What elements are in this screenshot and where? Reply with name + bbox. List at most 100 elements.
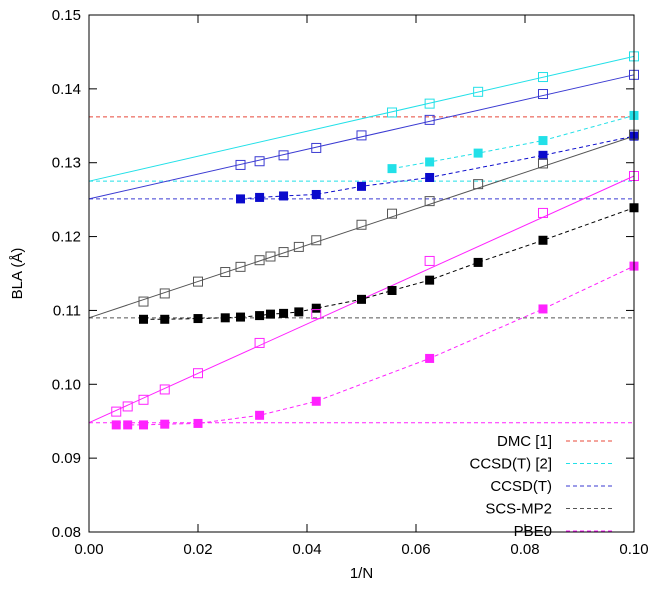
series-7-point-4: [193, 418, 203, 428]
legend-label-1: CCSD(T) [2]: [470, 456, 553, 473]
x-tick-label-4: 0.08: [510, 541, 539, 558]
x-axis-label: 1/N: [350, 565, 373, 582]
y-tick-label-5: 0.13: [52, 155, 81, 172]
x-tick-label-3: 0.06: [401, 541, 430, 558]
series-3-point-2: [279, 191, 289, 201]
plot-frame: [88, 14, 635, 533]
series-5-point-8: [294, 307, 304, 317]
series-4-point-7: [278, 247, 289, 258]
y-tick-label-1: 0.09: [52, 450, 81, 467]
series-1-point-0: [387, 164, 397, 174]
series-2-point-0: [235, 159, 246, 170]
series-7-point-1: [123, 420, 133, 430]
x-tick-label-0: 0.00: [74, 541, 103, 558]
series-4-point-12: [424, 196, 435, 207]
series-7-point-3: [160, 419, 170, 429]
series-5-point-0: [139, 314, 148, 324]
series-2-point-3: [311, 142, 322, 153]
series-4-point-3: [220, 267, 231, 278]
series-2-point-2: [278, 150, 289, 161]
series-4-point-13: [473, 179, 484, 190]
series-0-point-2: [473, 86, 484, 97]
series-7-point-2: [139, 420, 148, 430]
series-3-point-0: [236, 194, 246, 204]
series-5-point-6: [265, 309, 275, 319]
series-4-point-10: [356, 219, 367, 230]
y-tick-label-4: 0.12: [52, 229, 81, 246]
series-3-point-3: [311, 189, 321, 199]
series-5-point-5: [255, 311, 265, 321]
series-6-point-1: [122, 401, 133, 412]
series-6-point-2: [138, 394, 149, 405]
series-4-point-9: [311, 235, 322, 246]
series-2-point-1: [254, 156, 265, 167]
fit-line-4: [88, 135, 635, 319]
series-1-point-1: [425, 157, 435, 167]
series-6-point-0: [111, 406, 122, 417]
legend-label-2: CCSD(T): [490, 478, 552, 495]
series-4-point-5: [254, 255, 265, 266]
series-5-point-2: [193, 314, 203, 324]
legend-label-4: PBE0: [514, 523, 552, 540]
series-5-point-11: [387, 285, 397, 295]
series-4-point-4: [235, 261, 246, 272]
series-6-point-5: [254, 337, 265, 348]
series-4-point-1: [159, 288, 170, 299]
y-tick-label-7: 0.15: [52, 7, 81, 24]
series-5-point-14: [538, 235, 548, 245]
series-line-5: [143, 207, 635, 320]
series-5-point-10: [357, 294, 366, 304]
series-5-point-12: [425, 275, 435, 285]
series-2-point-4: [356, 130, 367, 141]
series-5-point-3: [220, 313, 230, 323]
series-3-point-4: [357, 181, 366, 191]
series-0-point-3: [537, 72, 548, 83]
y-tick-label-2: 0.10: [52, 376, 81, 393]
series-7-point-6: [311, 396, 321, 406]
fit-line-2: [88, 74, 635, 200]
series-7-point-7: [425, 353, 435, 363]
series-3-point-6: [538, 150, 548, 160]
x-tick-label-1: 0.02: [183, 541, 212, 558]
series-5-point-9: [311, 303, 321, 313]
y-tick-label-0: 0.08: [52, 524, 81, 541]
series-line-7: [116, 265, 635, 426]
series-6-point-8: [537, 207, 548, 218]
legend-label-3: SCS-MP2: [485, 501, 552, 518]
legend-label-0: DMC [1]: [497, 433, 552, 450]
series-7-point-0: [111, 420, 121, 430]
axes: 0.00 0.02 0.04 0.06 0.08 0.10 0.08 0.09 0.10 0.11…: [52, 7, 649, 558]
series-3-point-1: [255, 192, 265, 202]
series-6-point-4: [193, 368, 203, 379]
series-5-point-7: [279, 308, 289, 318]
series-7-point-8: [538, 304, 548, 314]
series-4-point-2: [193, 276, 203, 287]
series-6-point-7: [424, 255, 435, 266]
series-1-point-3: [538, 136, 548, 146]
series-2-point-6: [537, 89, 548, 100]
x-tick-label-5: 0.10: [619, 541, 648, 558]
x-tick-label-2: 0.04: [292, 541, 321, 558]
series-4-point-8: [293, 241, 304, 252]
series-2-point-5: [424, 114, 435, 125]
series-4-point-6: [265, 251, 276, 262]
series-5-point-4: [236, 312, 246, 322]
series-4-point-11: [387, 208, 398, 219]
series-0-point-0: [387, 107, 398, 118]
series-5-point-1: [160, 314, 170, 324]
series-6-point-3: [159, 384, 170, 395]
series-5-point-13: [473, 257, 483, 267]
series-7-point-5: [255, 410, 265, 420]
fit-line-0: [88, 55, 635, 182]
series-1-point-2: [473, 148, 483, 158]
series-6-point-6: [311, 309, 322, 320]
y-tick-label-3: 0.11: [53, 302, 81, 319]
series-3-point-5: [425, 172, 435, 182]
series-4-point-14: [537, 158, 548, 169]
series-4-point-0: [138, 296, 149, 307]
series-0-point-1: [424, 98, 435, 109]
y-tick-label-6: 0.14: [52, 81, 81, 98]
legend: DMC [1] CCSD(T) [2] CCSD(T) SCS-MP2 PBE0: [470, 433, 612, 540]
